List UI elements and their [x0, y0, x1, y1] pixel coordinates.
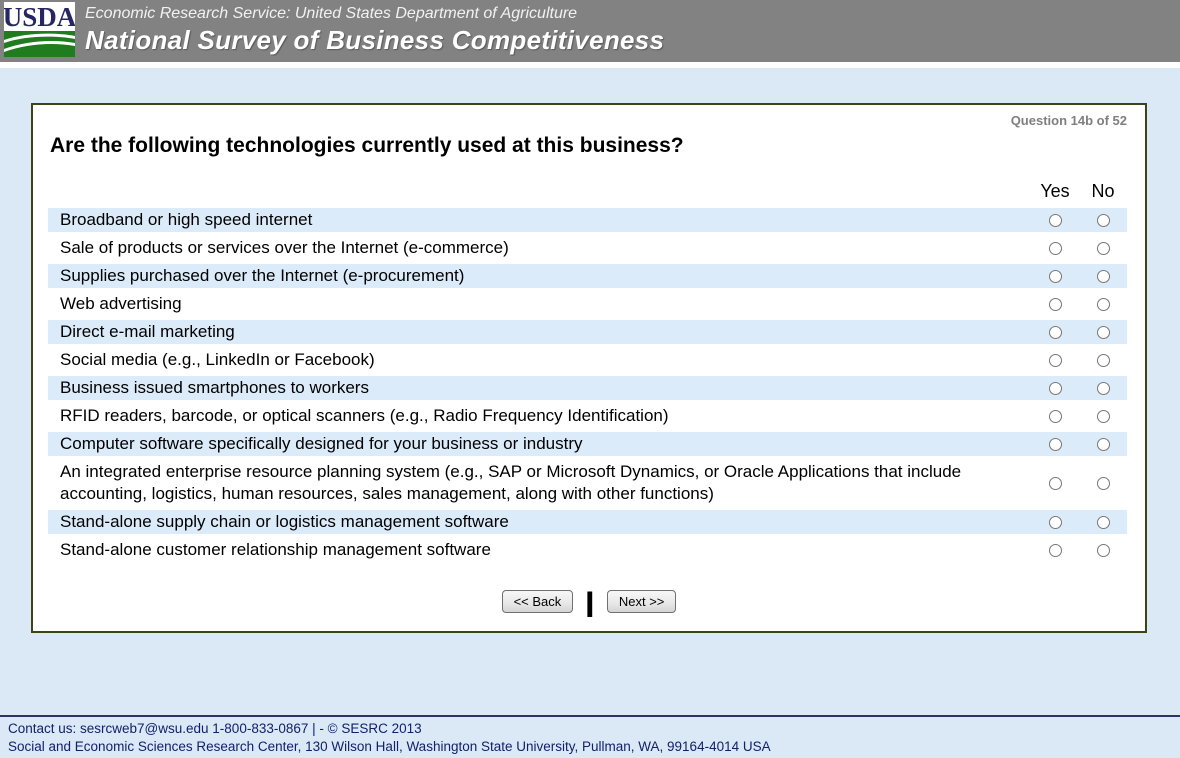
technology-label: Computer software specifically designed …	[60, 434, 583, 453]
radio-no[interactable]	[1096, 241, 1110, 255]
radio-no[interactable]	[1096, 543, 1110, 557]
technology-label: Web advertising	[60, 294, 182, 313]
no-cell	[1079, 437, 1127, 451]
no-cell	[1079, 353, 1127, 367]
technology-label: Social media (e.g., LinkedIn or Facebook…	[60, 350, 375, 369]
survey-title: National Survey of Business Competitiven…	[85, 25, 665, 55]
yes-column-header: Yes	[1040, 181, 1070, 201]
yes-cell	[1031, 381, 1079, 395]
yes-cell	[1031, 409, 1079, 423]
no-cell	[1079, 297, 1127, 311]
table-row: Business issued smartphones to workers	[48, 376, 1127, 400]
no-cell	[1079, 543, 1127, 557]
radio-no[interactable]	[1096, 476, 1110, 490]
table-row: Social media (e.g., LinkedIn or Facebook…	[48, 348, 1127, 372]
no-cell	[1079, 213, 1127, 227]
technology-label: Stand-alone supply chain or logistics ma…	[60, 512, 509, 531]
usda-logo-text: USDA	[4, 2, 75, 32]
yes-cell	[1031, 353, 1079, 367]
table-row: Broadband or high speed internet	[48, 208, 1127, 232]
no-cell	[1079, 476, 1127, 490]
radio-no[interactable]	[1096, 437, 1110, 451]
masthead: USDA Economic Research Service: United S…	[0, 0, 1180, 62]
no-cell	[1079, 241, 1127, 255]
technology-label: An integrated enterprise resource planni…	[60, 462, 962, 503]
answer-column-header: Yes No	[48, 180, 1127, 202]
radio-yes[interactable]	[1048, 269, 1062, 283]
radio-no[interactable]	[1096, 381, 1110, 395]
question-card: Question 14b of 52 Are the following tec…	[31, 103, 1147, 633]
technology-table: Broadband or high speed internet Sale of…	[48, 208, 1127, 562]
yes-cell	[1031, 515, 1079, 529]
footer-address-line: Social and Economic Sciences Research Ce…	[8, 738, 771, 754]
table-row: Web advertising	[48, 292, 1127, 316]
next-button[interactable]: Next >>	[606, 590, 677, 613]
table-row: RFID readers, barcode, or optical scanne…	[48, 404, 1127, 428]
table-row: Stand-alone customer relationship manage…	[48, 538, 1127, 562]
no-cell	[1079, 381, 1127, 395]
yes-cell	[1031, 437, 1079, 451]
yes-cell	[1031, 325, 1079, 339]
technology-label: Sale of products or services over the In…	[60, 238, 509, 257]
radio-no[interactable]	[1096, 409, 1110, 423]
technology-label: Direct e-mail marketing	[60, 322, 235, 341]
table-row: Supplies purchased over the Internet (e-…	[48, 264, 1127, 288]
question-number: Question 14b of 52	[1010, 113, 1127, 128]
radio-yes[interactable]	[1048, 409, 1062, 423]
technology-label: Stand-alone customer relationship manage…	[60, 540, 491, 559]
back-button[interactable]: << Back	[501, 590, 574, 613]
radio-no[interactable]	[1096, 325, 1110, 339]
yes-cell	[1031, 269, 1079, 283]
page-background: Question 14b of 52 Are the following tec…	[0, 68, 1180, 758]
usda-logo-icon: USDA	[4, 2, 75, 57]
radio-yes[interactable]	[1048, 213, 1062, 227]
no-column-header: No	[1091, 181, 1115, 201]
radio-yes[interactable]	[1048, 515, 1062, 529]
yes-cell	[1031, 241, 1079, 255]
yes-cell	[1031, 297, 1079, 311]
radio-no[interactable]	[1096, 353, 1110, 367]
radio-no[interactable]	[1096, 213, 1110, 227]
yes-cell	[1031, 543, 1079, 557]
technology-table-wrap: Yes No Broadband or high speed internet …	[48, 180, 1127, 562]
radio-yes[interactable]	[1048, 543, 1062, 557]
table-row: Stand-alone supply chain or logistics ma…	[48, 510, 1127, 534]
agency-line: Economic Research Service: United States…	[85, 5, 578, 22]
technology-label: Broadband or high speed internet	[60, 210, 313, 229]
question-title: Are the following technologies currently…	[50, 134, 684, 157]
radio-no[interactable]	[1096, 269, 1110, 283]
radio-no[interactable]	[1096, 297, 1110, 311]
table-row: Direct e-mail marketing	[48, 320, 1127, 344]
technology-label: RFID readers, barcode, or optical scanne…	[60, 406, 669, 425]
page-footer: Contact us: sesrcweb7@wsu.edu 1-800-833-…	[0, 715, 1180, 758]
no-cell	[1079, 325, 1127, 339]
radio-yes[interactable]	[1048, 353, 1062, 367]
table-row: An integrated enterprise resource planni…	[48, 460, 1127, 506]
technology-label: Business issued smartphones to workers	[60, 378, 369, 397]
no-cell	[1079, 515, 1127, 529]
radio-no[interactable]	[1096, 515, 1110, 529]
table-row: Computer software specifically designed …	[48, 432, 1127, 456]
radio-yes[interactable]	[1048, 381, 1062, 395]
radio-yes[interactable]	[1048, 437, 1062, 451]
yes-cell	[1031, 476, 1079, 490]
radio-yes[interactable]	[1048, 325, 1062, 339]
no-cell	[1079, 269, 1127, 283]
radio-yes[interactable]	[1048, 297, 1062, 311]
technology-label: Supplies purchased over the Internet (e-…	[60, 266, 465, 285]
footer-contact-line: Contact us: sesrcweb7@wsu.edu 1-800-833-…	[8, 721, 422, 736]
yes-cell	[1031, 213, 1079, 227]
no-cell	[1079, 409, 1127, 423]
radio-yes[interactable]	[1048, 476, 1062, 490]
nav-buttons-row: << Back | Next >>	[33, 586, 1145, 617]
column-header-spacer	[48, 200, 1031, 202]
radio-yes[interactable]	[1048, 241, 1062, 255]
button-separator: |	[584, 586, 596, 617]
table-row: Sale of products or services over the In…	[48, 236, 1127, 260]
